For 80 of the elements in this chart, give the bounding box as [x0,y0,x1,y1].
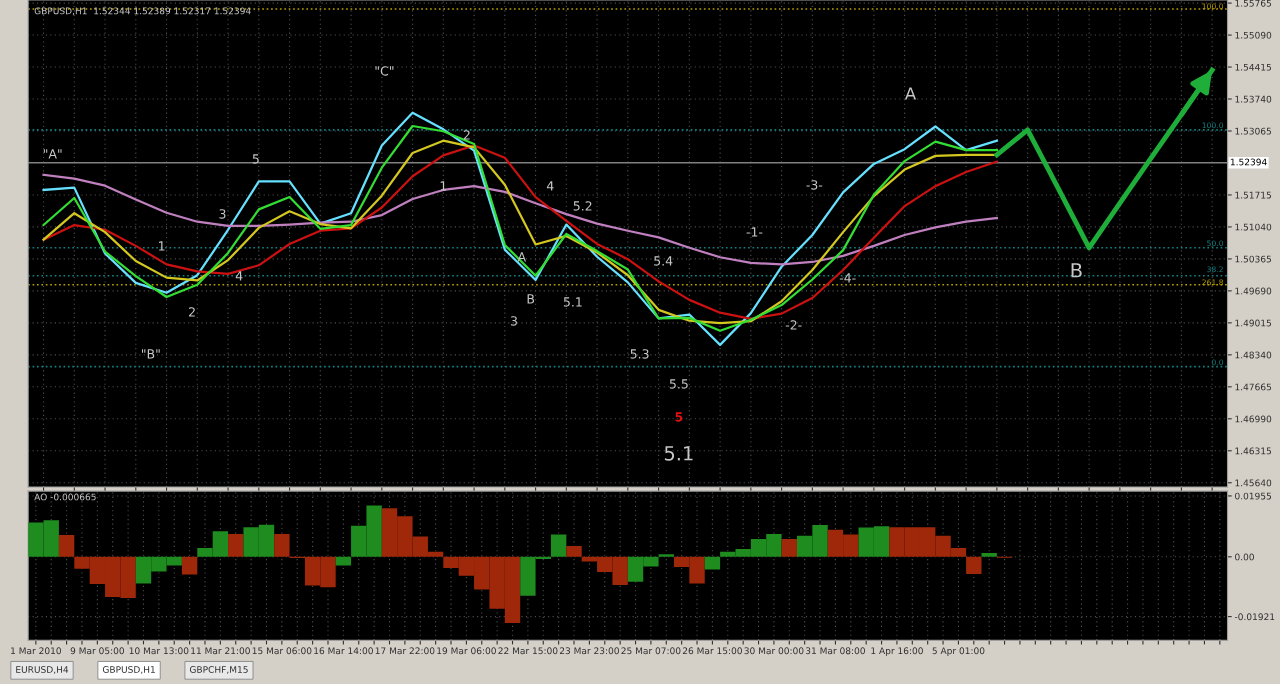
bar [335,556,352,566]
x-tick-label: 22 Mar 15:00 [498,647,558,655]
bar [181,556,198,575]
x-tick-label: 31 Mar 08:00 [805,647,865,655]
bar [981,553,997,557]
ref-line-label: 1.52394 [1230,158,1267,166]
annotation: 5.2 [573,201,592,211]
annotation: "A" [43,149,62,159]
annotation: 1 [159,241,165,251]
bar [566,545,582,557]
y-tick-label: 0.00 [1235,553,1254,561]
y-tick-label: 1.51715 [1235,191,1272,199]
y-tick-label: 0.01955 [1235,492,1272,500]
annotation: 3 [219,209,226,219]
annotation: 5.3 [630,349,649,359]
annotation: 5.4 [654,256,673,266]
y-tick-label: 1.46990 [1235,415,1272,423]
annotation: 3 [510,316,517,326]
bar [781,539,797,557]
text: GBPCHF,M15 [189,666,248,674]
x-tick-label: 15 Mar 06:00 [252,647,312,655]
annotation: -4- [839,273,856,283]
text: GBPUSD,H1 1.52344 1.52389 1.52317 1.52394 [34,7,251,16]
annotation: 2 [189,307,195,317]
text: EURUSD,H4 [16,666,69,674]
y-tick-label: 1.49690 [1235,287,1272,295]
x-tick-label: 19 Mar 06:00 [437,647,496,655]
x-tick-label: 1 Apr 16:00 [871,647,923,656]
annotation: 5.5 [669,379,688,389]
annotation: 5 [252,154,259,164]
x-tick-label: 30 Mar 00:00 [744,647,804,655]
x-tick-label: 17 Mar 22:00 [375,647,435,655]
x-tick-label: 16 Mar 14:00 [314,647,373,655]
annotation: -1- [746,227,763,237]
y-tick-label: 1.47665 [1235,383,1272,391]
y-tick-label: 1.53065 [1235,127,1272,135]
y-tick-label: 1.51040 [1235,223,1272,231]
y-tick-label: -0.01921 [1234,613,1275,621]
x-tick-label: 23 Mar 23:00 [559,647,619,655]
annotation: "C" [375,66,394,76]
bar [704,556,721,570]
bar [228,534,244,557]
y-tick-label: 1.45640 [1235,479,1272,487]
y-tick-label: 1.49015 [1235,319,1272,327]
annotation: B [1071,263,1082,278]
y-tick-label: 1.53740 [1235,95,1272,103]
bar [966,556,982,574]
y-tick-label: 1.48340 [1235,351,1272,359]
x-tick-label: 11 Mar 21:00 [191,647,250,655]
x-tick-label: 10 Mar 13:00 [129,647,189,655]
annotation: B [527,294,535,304]
annotation: -3- [806,180,823,190]
x-tick-label: 25 Mar 07:00 [621,647,681,655]
bar [550,534,567,557]
bar [274,534,290,557]
bar [58,535,75,557]
annotation: 5 [675,412,683,422]
annotation: -2- [785,320,802,330]
text: GBPUSD,H1 [102,666,155,674]
y-tick-label: 1.54415 [1235,63,1272,71]
annotation: "B" [142,349,160,359]
annotation: 5.1 [563,297,582,307]
annotation: 4 [546,181,554,191]
annotation: 1 [440,181,447,191]
x-tick-label: 26 Mar 15:00 [682,647,742,655]
annotation: 5.1 [664,446,693,461]
annotation: 2 [463,130,470,140]
x-tick-label: 9 Mar 05:00 [70,647,125,655]
y-tick-label: 1.55090 [1235,31,1272,39]
annotation: 4 [235,271,243,281]
x-tick-label: 1 Mar 2010 [11,647,61,655]
y-tick-label: 1.50365 [1235,255,1272,263]
bar [658,554,674,557]
annotation: A [904,87,917,100]
line-series [42,173,998,266]
y-tick-label: 1.46315 [1235,447,1272,455]
chart-title: AO -0.000665 [34,493,96,501]
y-tick-label: 1.55765 [1235,0,1272,7]
annotation: A [517,252,527,262]
x-tick-label: 5 Apr 01:00 [932,647,985,656]
